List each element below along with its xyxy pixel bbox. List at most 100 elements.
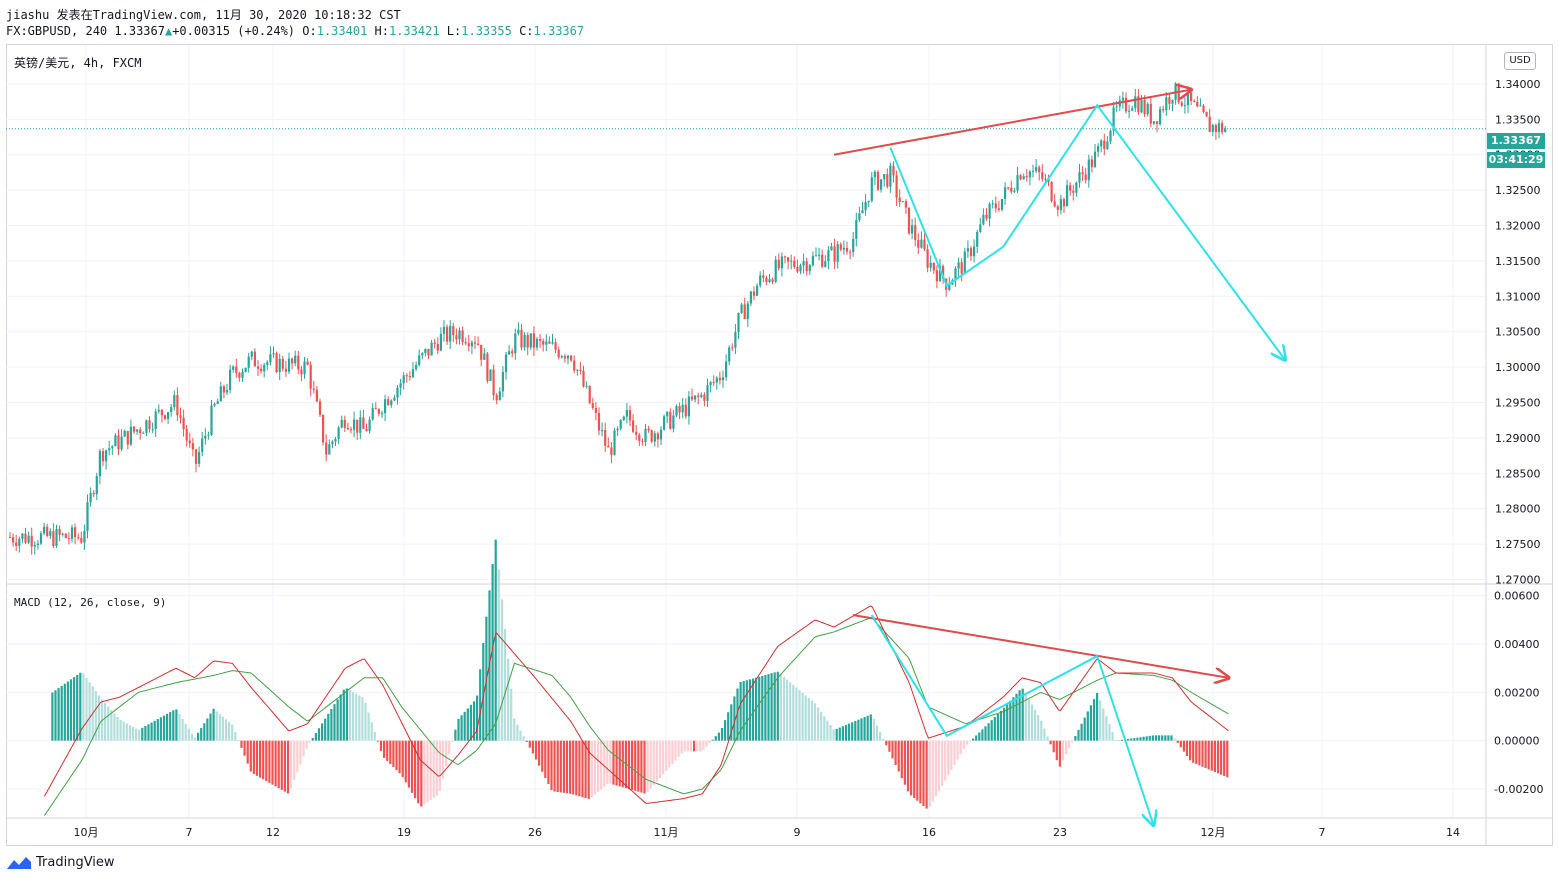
candle-body bbox=[480, 344, 483, 360]
histogram-bar bbox=[959, 740, 962, 755]
candle bbox=[170, 403, 173, 417]
candle bbox=[827, 246, 830, 270]
histogram-bar bbox=[1185, 740, 1189, 756]
candle-body bbox=[582, 371, 585, 387]
macd-signal-line bbox=[43, 617, 1229, 816]
histogram-bar bbox=[1154, 735, 1158, 741]
time-tick-label: 12 bbox=[266, 826, 280, 839]
candle bbox=[644, 424, 647, 447]
candle-body bbox=[895, 175, 898, 198]
histogram-bar bbox=[677, 740, 680, 757]
candle-body bbox=[1128, 110, 1131, 112]
candle-body bbox=[442, 327, 446, 334]
candle-body bbox=[579, 369, 582, 372]
chart-frame[interactable] bbox=[6, 44, 1553, 846]
candle-body bbox=[796, 266, 799, 272]
ohlc-legend: FX:GBPUSD, 240 1.33367▲+0.00315 (+0.24%)… bbox=[6, 24, 584, 38]
candle bbox=[1069, 182, 1072, 196]
candle-body bbox=[994, 203, 997, 209]
candle bbox=[229, 364, 232, 394]
candle-body bbox=[554, 342, 557, 350]
candle-body bbox=[1205, 111, 1208, 117]
candle-body bbox=[1010, 187, 1013, 192]
candle-body bbox=[58, 528, 61, 535]
candle bbox=[188, 432, 191, 448]
candle bbox=[1211, 123, 1214, 137]
candle-body bbox=[588, 385, 591, 404]
candle-body bbox=[74, 527, 77, 538]
histogram-bar bbox=[1086, 711, 1089, 741]
candle-body bbox=[455, 335, 458, 340]
histogram-bar bbox=[724, 720, 727, 741]
candle bbox=[783, 255, 787, 264]
candle bbox=[269, 346, 272, 366]
candle-body bbox=[610, 447, 613, 455]
candle bbox=[353, 411, 356, 438]
tradingview-logo[interactable]: TradingView bbox=[6, 855, 115, 870]
price-tick-label: 1.32500 bbox=[1495, 184, 1541, 197]
candle bbox=[684, 398, 687, 419]
candle bbox=[402, 372, 405, 390]
histogram-bar bbox=[221, 716, 224, 741]
candle bbox=[275, 351, 278, 374]
candle-body bbox=[619, 419, 622, 429]
candle-body bbox=[694, 395, 697, 400]
candle-body bbox=[473, 342, 477, 344]
candle-body bbox=[108, 448, 111, 451]
currency-badge[interactable]: USD bbox=[1504, 52, 1536, 70]
candle-body bbox=[703, 394, 706, 401]
histogram-bar bbox=[789, 682, 792, 741]
candle bbox=[27, 531, 30, 545]
candle-body bbox=[334, 438, 337, 442]
candle-body bbox=[935, 270, 938, 282]
candle-body bbox=[923, 239, 926, 250]
candle bbox=[1124, 92, 1128, 114]
histogram-bar bbox=[655, 740, 658, 782]
candle bbox=[83, 524, 86, 550]
candle-body bbox=[55, 528, 58, 546]
histogram-bar bbox=[166, 713, 169, 741]
candle bbox=[759, 271, 762, 288]
histogram-bar bbox=[330, 708, 333, 741]
candle bbox=[396, 385, 399, 405]
histogram-bar bbox=[451, 740, 454, 742]
candle bbox=[969, 246, 973, 261]
macd-indicator-label[interactable]: MACD (12, 26, close, 9) bbox=[14, 596, 167, 609]
histogram-bar bbox=[848, 723, 851, 741]
candle-body bbox=[477, 343, 480, 345]
candle bbox=[557, 346, 560, 360]
candle bbox=[1155, 120, 1159, 133]
histogram-bar bbox=[376, 740, 379, 742]
candle bbox=[377, 408, 380, 417]
candle bbox=[362, 409, 365, 430]
histogram-bar bbox=[500, 599, 503, 741]
histogram-bar bbox=[54, 690, 57, 741]
candle-body bbox=[380, 413, 384, 415]
candle-body bbox=[514, 333, 517, 354]
histogram-bar bbox=[472, 701, 476, 741]
candle bbox=[1013, 187, 1016, 194]
bar-countdown-tag: 03:41:29 bbox=[1487, 152, 1545, 168]
candle bbox=[520, 324, 523, 350]
candle-body bbox=[328, 444, 331, 455]
candle bbox=[818, 247, 821, 261]
candle-body bbox=[827, 250, 830, 262]
histogram-bar bbox=[73, 677, 76, 741]
histogram-bar bbox=[407, 740, 410, 788]
histogram-bar bbox=[348, 690, 352, 741]
candle-body bbox=[80, 538, 83, 543]
histogram-bar bbox=[860, 718, 863, 741]
candle bbox=[892, 161, 895, 183]
candle-body bbox=[535, 338, 539, 348]
candle-body bbox=[1022, 176, 1025, 180]
candle bbox=[312, 380, 315, 394]
candle bbox=[619, 419, 622, 431]
candle bbox=[898, 189, 901, 207]
candle bbox=[241, 368, 244, 383]
histogram-bar bbox=[454, 729, 457, 741]
histogram-bar bbox=[891, 740, 894, 759]
candle-body bbox=[520, 329, 523, 348]
histogram-bar bbox=[1127, 738, 1130, 741]
histogram-bar bbox=[993, 717, 996, 741]
